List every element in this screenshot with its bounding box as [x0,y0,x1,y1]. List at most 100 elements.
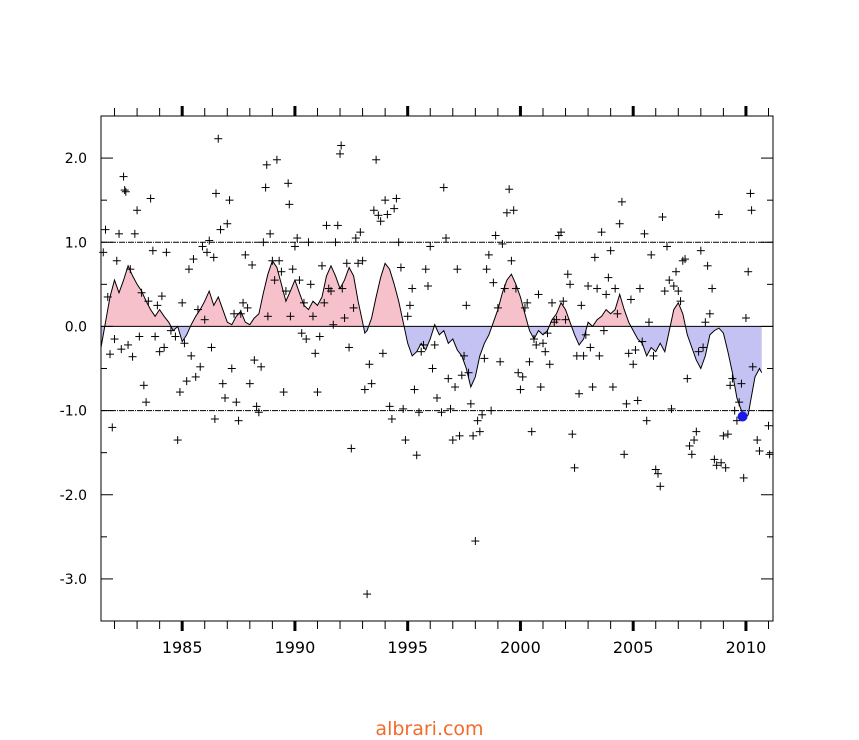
scatter-point [667,404,676,413]
scatter-point [611,284,620,293]
scatter-point [304,238,313,247]
scatter-point [597,228,606,237]
scatter-point [401,436,410,445]
scatter-point [593,284,602,293]
scatter-point [624,349,633,358]
scatter-point [117,345,126,354]
scatter-point [529,335,538,344]
scatter-point [568,430,577,439]
scatter-point [412,451,421,460]
scatter-point [520,303,529,312]
scatter-point [261,183,270,192]
scatter-point [581,330,590,339]
scatter-point [175,388,184,397]
scatter-point [207,343,216,352]
highlight-marker [737,411,748,422]
scatter-point [599,326,608,335]
scatter-point [487,406,496,415]
scatter-point [394,238,403,247]
scatter-point [358,256,367,265]
scatter-point [130,229,139,238]
scatter-point [620,450,629,459]
scatter-point [705,309,714,318]
scatter-point [252,402,261,411]
scatter-point [299,298,308,307]
scatter-point [719,431,728,440]
scatter-point [541,347,550,356]
scatter-point [473,416,482,425]
scatter-point [214,134,223,143]
y-tick-label: -3.0 [60,572,87,588]
scatter-point [297,329,306,338]
scatter-point [765,450,774,459]
scatter-point [148,246,157,255]
scatter-point [137,288,146,297]
scatter-point [552,315,561,324]
scatter-point [417,347,426,356]
negative-area [571,326,587,345]
scatter-point [584,282,593,291]
scatter-point [421,265,430,274]
scatter-point [270,276,279,285]
scatter-point [548,298,557,307]
scatter-point [426,242,435,251]
scatter-point [337,141,346,150]
x-tick-label: 2000 [500,638,541,657]
scatter-point [385,402,394,411]
scatter-point [277,267,286,276]
scatter-point [665,276,674,285]
positive-area [549,302,572,327]
scatter-point [115,229,124,238]
scatter-point [234,416,243,425]
scatter-point [527,427,536,436]
scatter-point [144,297,153,306]
scatter-point [248,260,257,269]
scatter-point [290,242,299,251]
scatter-point [498,239,507,248]
scatter-point [442,234,451,243]
scatter-point [525,357,534,366]
scatter-point [378,349,387,358]
scatter-point [744,267,753,276]
scatter-point [732,416,741,425]
scatter-point [142,398,151,407]
scatter-point [453,265,462,274]
scatter-point [649,351,658,360]
scatter-point [313,388,322,397]
scatter-point [608,383,617,392]
scatter-point [295,276,304,285]
scatter-point [196,362,205,371]
scatter-point [446,404,455,413]
scatter-point [613,309,622,318]
scatter-point [101,225,110,234]
scatter-point [189,255,198,264]
scatter-point [538,339,547,348]
scatter-point [514,368,523,377]
scatter-point [119,172,128,181]
negative-area [685,326,762,418]
negative-area [177,326,191,342]
scatter-point [575,389,584,398]
scatter-point [606,246,615,255]
scatter-point [554,231,563,240]
scatter-point [475,427,484,436]
scatter-point [647,250,656,259]
scatter-point [275,256,284,265]
scatter-point [572,351,581,360]
scatter-point [505,185,514,194]
scatter-point [642,416,651,425]
scatter-point [340,314,349,322]
scatter-point [155,347,164,356]
scatter-point [480,354,489,363]
scatter-point [507,256,516,265]
scatter-point [570,463,579,472]
positive-area [104,265,171,327]
x-tick-label: 1990 [275,638,316,657]
scatter-point [464,368,473,377]
negative-area [404,326,435,356]
x-tick-label: 1985 [162,638,203,657]
scatter-point [717,458,726,467]
scatter-point [317,261,326,270]
scatter-point [726,381,735,390]
scatter-point [590,253,599,262]
